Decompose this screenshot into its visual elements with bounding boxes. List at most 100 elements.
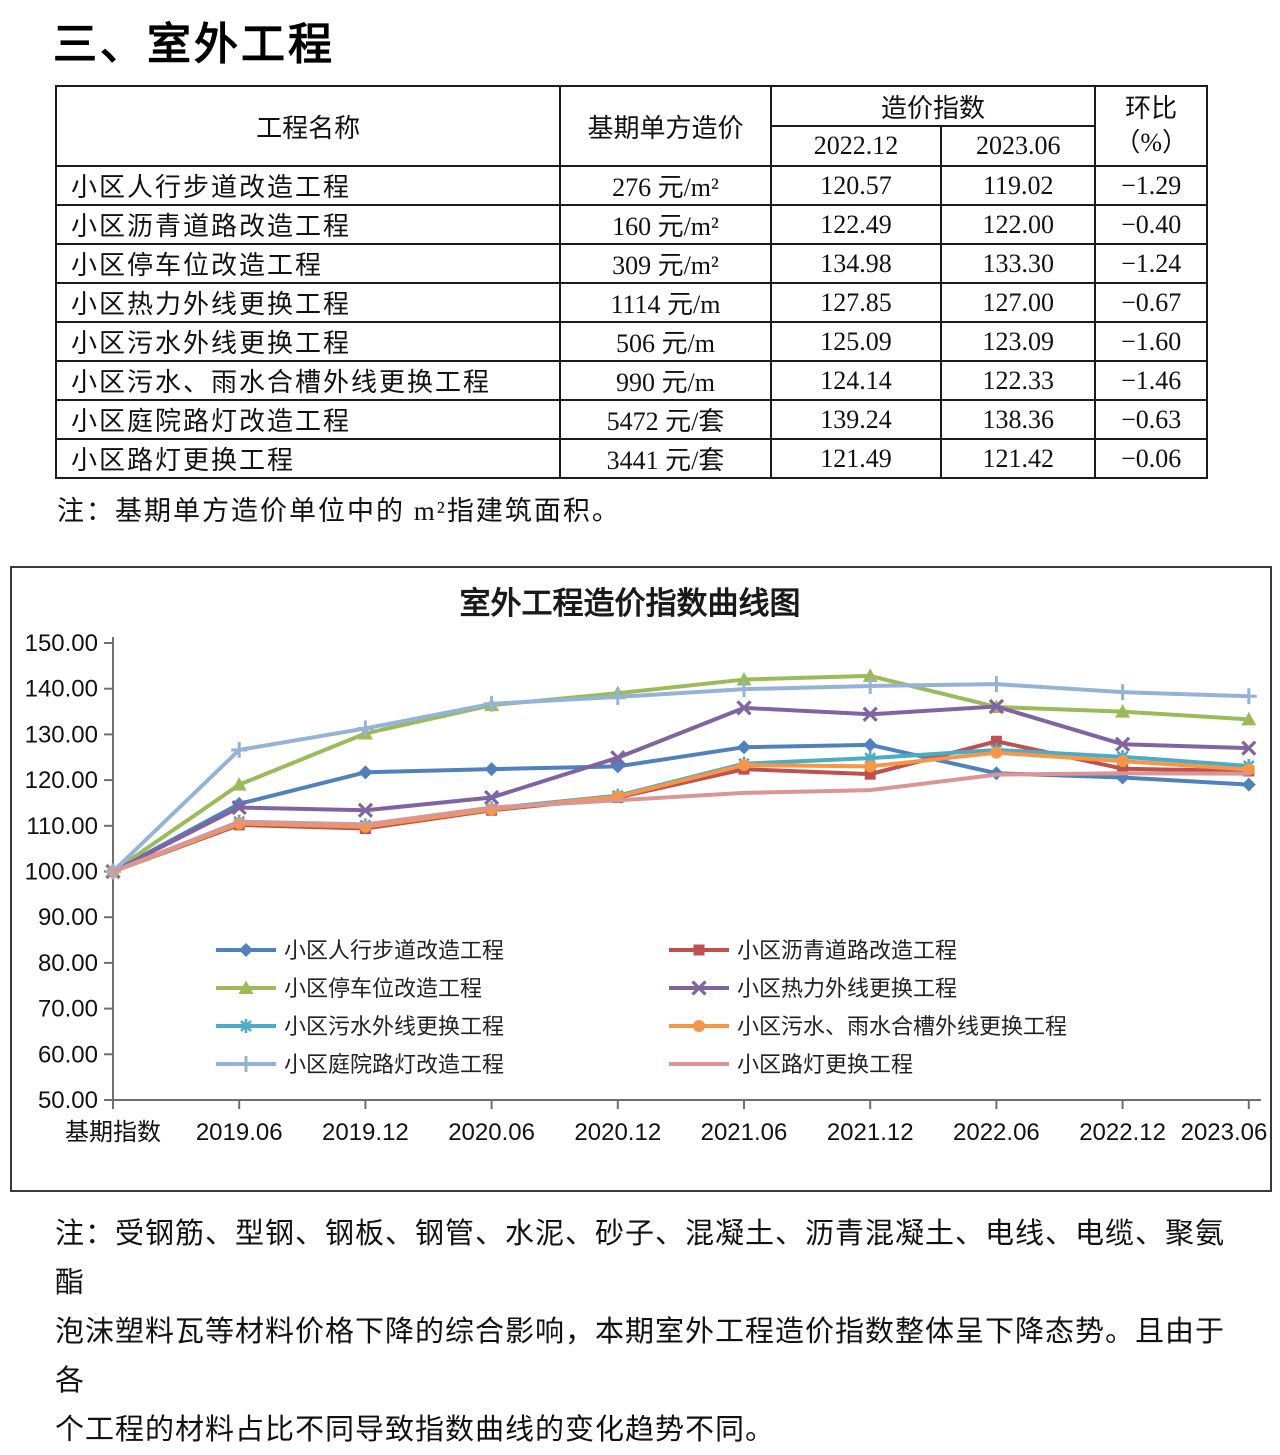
cell-index_2023_06: 123.09 <box>940 321 1097 362</box>
header-period-2023-06: 2023.06 <box>940 125 1097 167</box>
marker-x <box>1114 736 1131 752</box>
marker-x <box>691 980 707 996</box>
cost-table-body: 小区人行步道改造工程 276 元/m² 120.57 119.02 −1.29 小区沥青道… <box>54 165 1208 479</box>
cell-index_2022_12: 122.49 <box>769 204 943 245</box>
cell-mom: −1.24 <box>1094 243 1208 284</box>
cell-index_2022_12: 125.09 <box>769 321 943 362</box>
x-axis-label: 基期指数 <box>65 1119 161 1146</box>
header-mom-line2: （%） <box>1114 128 1188 157</box>
cell-index_2022_12: 120.57 <box>769 165 943 206</box>
cell-name: 小区庭院路灯改造工程 <box>54 399 562 440</box>
marker-x <box>231 799 247 816</box>
cell-index_2023_06: 119.02 <box>940 165 1097 206</box>
cell-mom: −0.63 <box>1094 399 1208 440</box>
marker-triangle <box>1115 704 1131 718</box>
cell-base_cost: 3441 元/套 <box>559 438 772 479</box>
marker-asterisk <box>240 1020 252 1032</box>
cell-name: 小区停车位改造工程 <box>54 243 562 284</box>
marker-diamond <box>737 740 751 755</box>
series-line <box>112 771 1249 874</box>
marker-diamond <box>863 737 878 752</box>
table-header: 工程名称 基期单方造价 造价指数 环比 （%） 2022.12 2023.06 <box>54 85 1208 167</box>
header-base-cost: 基期单方造价 <box>559 85 772 167</box>
cell-mom: −0.40 <box>1094 204 1208 245</box>
series-4 <box>107 742 1255 879</box>
legend-item: 小区热力外线更换工程 <box>669 976 957 1001</box>
cell-name: 小区路灯更换工程 <box>54 438 562 479</box>
marker-triangle <box>862 668 878 682</box>
chart-title: 室外工程造价指数曲线图 <box>460 586 801 621</box>
cell-base_cost: 309 元/m² <box>559 243 772 284</box>
cell-name: 小区人行步道改造工程 <box>54 165 562 206</box>
footer-note-line: 个工程的材料占比不同导致指数曲线的变化趋势不同。 <box>55 1414 776 1446</box>
legend-item: 小区庭院路灯改造工程 <box>216 1052 504 1077</box>
series-7 <box>112 771 1249 874</box>
y-axis-label: 140.00 <box>25 676 98 703</box>
table-row: 小区热力外线更换工程 1114 元/m 127.85 127.00 −0.67 <box>54 282 1208 323</box>
marker-triangle <box>736 672 752 686</box>
cell-name: 小区热力外线更换工程 <box>54 282 562 323</box>
series-line <box>111 673 1249 874</box>
document-page: { "page": { "title": "三、室外工程" }, "table"… <box>10 20 1272 1446</box>
table-row: 小区人行步道改造工程 276 元/m² 120.57 119.02 −1.29 <box>54 165 1208 206</box>
marker-triangle <box>238 980 254 994</box>
marker-x <box>483 789 500 806</box>
series-line <box>112 750 1249 874</box>
footer-note: 注：受钢筋、型钢、钢板、钢管、水泥、砂子、混凝土、沥青混凝土、电线、电缆、聚氨酯… <box>55 1210 1225 1455</box>
cell-index_2022_12: 139.24 <box>769 399 943 440</box>
cell-base_cost: 5472 元/套 <box>559 399 772 440</box>
marker-square <box>990 735 1002 747</box>
x-axis-label: 2020.12 <box>574 1119 661 1146</box>
header-cost-index-group: 造价指数 <box>769 85 1097 127</box>
y-axis-label: 90.00 <box>38 904 98 931</box>
marker-diamond <box>239 943 253 957</box>
x-axis-label: 2021.06 <box>701 1119 788 1146</box>
legend-label: 小区停车位改造工程 <box>284 976 482 1001</box>
marker-x <box>862 706 878 722</box>
cell-index_2022_12: 124.14 <box>769 360 943 401</box>
header-project-name: 工程名称 <box>54 85 562 167</box>
x-axis-label: 2022.12 <box>1079 1119 1166 1146</box>
chart-svg: 室外工程造价指数曲线图 150.00 140.00 130.00 120.00 110.0… <box>25 586 1268 1146</box>
y-axis-label: 130.00 <box>25 721 98 748</box>
table-row: 小区停车位改造工程 309 元/m² 134.98 133.30 −1.24 <box>54 243 1208 284</box>
cell-index_2022_12: 121.49 <box>769 438 943 479</box>
legend-label: 小区污水外线更换工程 <box>284 1014 504 1039</box>
x-axis-label: 2021.12 <box>827 1119 914 1146</box>
cell-index_2023_06: 138.36 <box>940 399 1097 440</box>
marker-square <box>864 768 876 780</box>
legend-item: 小区污水、雨水合槽外线更换工程 <box>669 1014 1067 1039</box>
table-row: 小区污水外线更换工程 506 元/m 125.09 123.09 −1.60 <box>54 321 1208 362</box>
table-row: 小区污水、雨水合槽外线更换工程 990 元/m 124.14 122.33 −1.46 <box>54 360 1208 401</box>
series-line <box>111 682 1249 873</box>
header-mom-percent: 环比 （%） <box>1094 85 1208 167</box>
cell-mom: −0.67 <box>1094 282 1208 323</box>
marker-triangle <box>231 777 247 791</box>
x-axis-label: 2020.06 <box>448 1119 535 1146</box>
legend-item: 小区停车位改造工程 <box>216 976 482 1001</box>
legend-label: 小区人行步道改造工程 <box>284 938 504 963</box>
series-line <box>112 739 1249 874</box>
y-axis-label: 50.00 <box>38 1087 98 1114</box>
cell-mom: −0.06 <box>1094 438 1208 479</box>
marker-circle <box>1116 755 1129 768</box>
legend-item: 小区人行步道改造工程 <box>216 938 504 963</box>
marker-diamond <box>358 765 373 780</box>
y-axis-label: 120.00 <box>25 767 98 794</box>
cell-mom: −1.46 <box>1094 360 1208 401</box>
cell-name: 小区污水、雨水合槽外线更换工程 <box>54 360 562 401</box>
cell-index_2022_12: 127.85 <box>769 282 943 323</box>
marker-diamond <box>232 796 247 811</box>
marker-diamond <box>1241 777 1256 792</box>
marker-x <box>610 750 626 766</box>
legend-label: 小区热力外线更换工程 <box>737 976 957 1001</box>
x-axis-label: 2022.06 <box>953 1119 1040 1146</box>
legend-label: 小区污水、雨水合槽外线更换工程 <box>737 1014 1067 1039</box>
legend-label: 小区路灯更换工程 <box>737 1052 913 1077</box>
marker-diamond <box>484 762 499 777</box>
cell-base_cost: 1114 元/m <box>559 282 772 323</box>
table-row: 小区沥青道路改造工程 160 元/m² 122.49 122.00 −0.40 <box>54 204 1208 245</box>
marker-x <box>736 700 752 716</box>
cell-index_2023_06: 133.30 <box>940 243 1097 284</box>
